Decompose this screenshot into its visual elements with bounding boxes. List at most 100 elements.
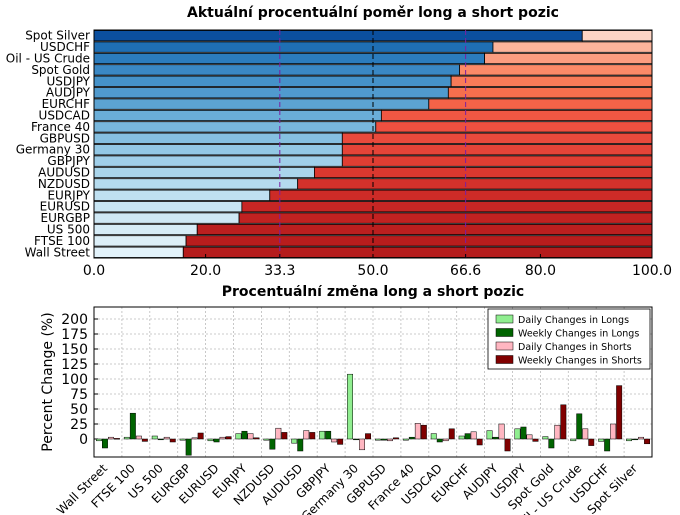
category-label: AUDJPY	[46, 86, 91, 100]
legend-swatch-daily-changes-in-longs	[495, 314, 514, 324]
daily-changes-in-longs-bar-eurjpy	[235, 433, 242, 440]
y-tick-label: 100	[61, 372, 88, 388]
legend-label-weekly-changes-in-shorts: Weekly Changes in Shorts	[518, 356, 642, 367]
daily-changes-in-longs-bar-usdjpy	[514, 428, 521, 440]
category-label: Oil - US Crude	[6, 52, 90, 66]
daily-changes-in-longs-bar-wall-street	[96, 438, 102, 442]
weekly-changes-in-longs-bar-france-40	[408, 436, 415, 440]
weekly-changes-in-longs-bar-eurgbp	[185, 438, 192, 456]
short-bar-eurgbp	[238, 212, 653, 224]
y-tick-label: 125	[61, 357, 88, 373]
chart-title: Procentuální změna long a short pozic	[222, 285, 524, 300]
daily-changes-in-longs-bar-spot-gold	[542, 436, 549, 440]
category-label: GBPJPY	[47, 154, 90, 168]
long-bar-gbpjpy	[93, 155, 343, 167]
long-bar-usdcad	[93, 109, 382, 122]
daily-changes-in-shorts-bar-spot-gold	[554, 424, 561, 440]
daily-changes-in-shorts-bar-nzdusd	[275, 427, 282, 440]
daily-changes-in-shorts-bar-usdcad	[442, 438, 449, 442]
daily-changes-in-longs-bar-france-40	[402, 438, 409, 441]
chart-title: Aktuální procentuální poměr long a short…	[187, 5, 559, 21]
weekly-changes-in-shorts-bar-wall-street	[114, 438, 120, 440]
x-tick-label: 0.0	[83, 263, 105, 279]
weekly-changes-in-longs-bar-oil-us-crude	[576, 413, 583, 440]
weekly-changes-in-shorts-bar-gbpjpy	[337, 438, 344, 445]
short-bar-spot-gold	[459, 64, 653, 76]
short-bar-oil-us-crude	[484, 52, 653, 65]
daily-changes-in-longs-bar-gbpjpy	[319, 430, 326, 440]
weekly-changes-in-longs-bar-gbpjpy	[325, 430, 332, 440]
short-bar-usdcad	[380, 109, 653, 122]
short-bar-nzdusd	[297, 178, 653, 190]
short-bar-usdjpy	[450, 75, 653, 87]
daily-changes-in-shorts-bar-oil-us-crude	[582, 428, 589, 440]
daily-changes-in-longs-bar-oil-us-crude	[570, 438, 577, 442]
long-bar-usdjpy	[93, 75, 452, 87]
daily-changes-in-shorts-bar-usdchf	[610, 423, 617, 440]
weekly-changes-in-longs-bar-us-500	[157, 438, 164, 441]
weekly-changes-in-longs-bar-eurusd	[213, 438, 220, 443]
short-bar-wall-street	[182, 246, 653, 258]
x-tick-label: 33.3	[264, 263, 295, 279]
weekly-changes-in-longs-bar-spot-gold	[548, 438, 555, 449]
daily-changes-in-shorts-bar-eurusd	[219, 436, 226, 440]
daily-changes-in-longs-bar-germany-30	[347, 373, 354, 440]
long-bar-usdchf	[93, 41, 494, 53]
long-bar-eurusd	[93, 201, 243, 213]
short-bar-ftse-100	[185, 235, 653, 247]
weekly-changes-in-longs-bar-wall-street	[102, 438, 108, 449]
y-tick-label: 0	[79, 432, 88, 448]
short-bar-eurusd	[241, 201, 653, 213]
weekly-changes-in-shorts-bar-usdchf	[616, 385, 623, 440]
short-bar-audusd	[314, 166, 653, 179]
short-bar-us-500	[196, 223, 653, 236]
category-label: USDCAD	[39, 109, 90, 123]
category-label: USDCHF	[40, 40, 90, 54]
weekly-changes-in-longs-bar-audusd	[297, 438, 304, 452]
weekly-changes-in-longs-bar-germany-30	[353, 438, 360, 441]
plot-frame	[93, 306, 653, 458]
weekly-changes-in-longs-bar-usdcad	[436, 438, 443, 443]
long-bar-eurchf	[93, 98, 430, 110]
daily-changes-in-longs-bar-spot-silver	[626, 438, 632, 442]
weekly-changes-in-longs-bar-audjpy	[492, 436, 499, 440]
long-bar-wall-street	[93, 246, 184, 258]
short-bar-france-40	[375, 121, 653, 133]
daily-changes-in-shorts-bar-france-40	[414, 423, 421, 440]
weekly-changes-in-longs-bar-usdjpy	[520, 426, 527, 440]
y-tick-label: 200	[61, 312, 88, 328]
category-label: Wall Street	[25, 245, 91, 259]
long-short-ratio-chart: Aktuální procentuální poměr long a short…	[6, 5, 672, 279]
category-label: FTSE 100	[34, 234, 90, 248]
category-label: France 40	[31, 120, 90, 134]
long-bar-spot-gold	[93, 64, 460, 76]
y-axis-label: Percent Change (%)	[40, 312, 56, 451]
long-bar-nzdusd	[93, 178, 299, 190]
daily-changes-in-shorts-bar-eurchf	[470, 431, 477, 440]
legend-swatch-daily-changes-in-shorts	[495, 341, 514, 351]
percent-change-chart: Procentuální změna long a short pozic 025…	[40, 285, 653, 515]
x-tick-label: 20.0	[190, 263, 221, 279]
legend	[487, 308, 651, 370]
weekly-changes-in-shorts-bar-germany-30	[365, 433, 372, 440]
daily-changes-in-longs-bar-eurchf	[458, 435, 465, 440]
short-bar-gbpusd	[341, 132, 653, 144]
weekly-changes-in-shorts-bar-gbpusd	[393, 437, 399, 440]
daily-changes-in-shorts-bar-eurgbp	[191, 437, 198, 440]
short-bar-spot-silver	[581, 30, 653, 42]
category-label: EURCHF	[42, 97, 91, 111]
category-label: US 500	[47, 223, 90, 237]
category-label: Spot Silver	[25, 29, 90, 43]
x-tick-label: 66.6	[450, 263, 481, 279]
y-tick-label: 150	[61, 342, 88, 358]
weekly-changes-in-longs-bar-nzdusd	[269, 438, 276, 450]
weekly-changes-in-shorts-bar-audusd	[309, 432, 316, 440]
weekly-changes-in-longs-bar-eurjpy	[241, 430, 248, 440]
daily-changes-in-shorts-bar-ftse-100	[135, 435, 142, 440]
weekly-changes-in-shorts-bar-eurchf	[476, 438, 483, 446]
weekly-changes-in-longs-bar-gbpusd	[381, 438, 387, 441]
weekly-changes-in-shorts-bar-usdjpy	[532, 438, 539, 442]
short-bar-usdchf	[492, 41, 653, 53]
weekly-changes-in-shorts-bar-spot-gold	[560, 404, 567, 440]
daily-changes-in-shorts-bar-us-500	[163, 436, 170, 440]
